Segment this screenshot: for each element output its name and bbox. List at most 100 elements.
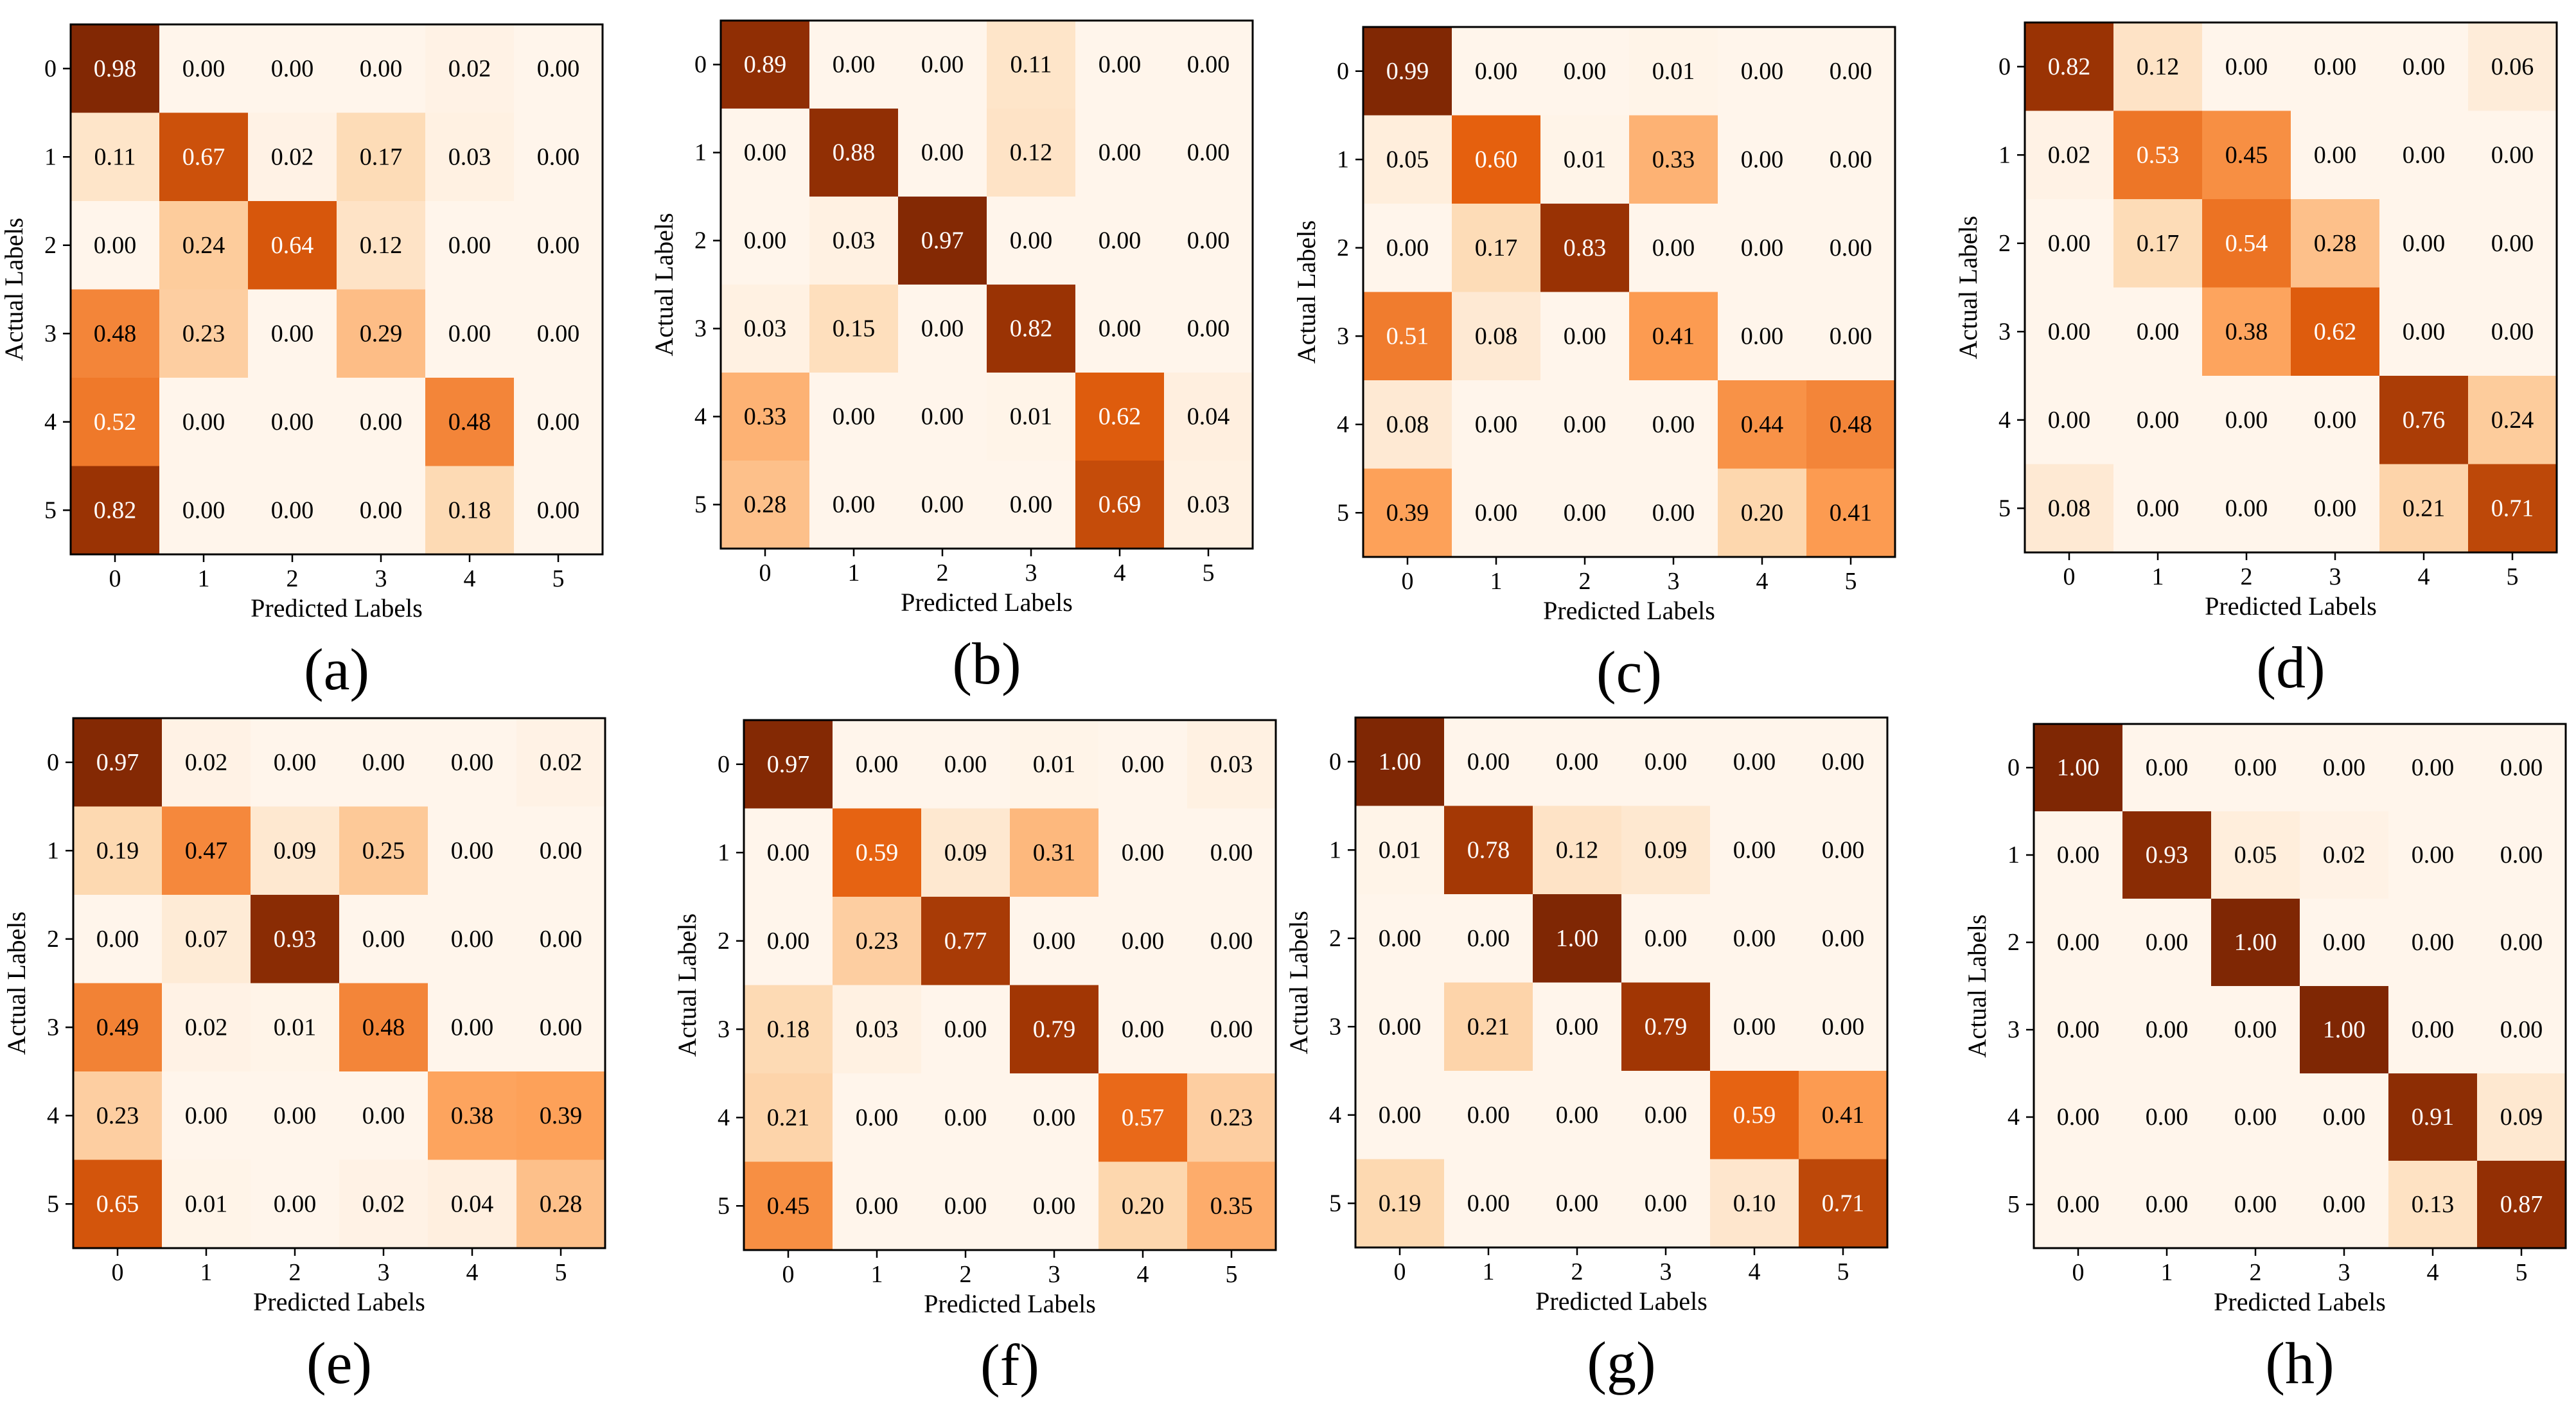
cell-value-label: 0.02 <box>362 1190 405 1217</box>
x-axis-label: Predicted Labels <box>2214 1287 2386 1316</box>
cell-value-label: 0.00 <box>2225 53 2268 80</box>
heatmap-cell <box>1718 115 1807 204</box>
heatmap-cell <box>2122 899 2212 987</box>
cell-value-label: 0.52 <box>94 409 137 436</box>
heatmap-cell <box>1621 718 1711 806</box>
panel-label: (g) <box>1587 1330 1655 1395</box>
panel-label: (c) <box>1596 639 1662 705</box>
cell-value-label: 0.00 <box>856 751 899 778</box>
cell-value-label: 0.00 <box>1210 928 1253 955</box>
y-tick-label: 5 <box>2007 1191 2020 1218</box>
y-axis-label: Actual Labels <box>1954 216 1982 359</box>
heatmap-cell <box>1187 985 1276 1074</box>
heatmap-cell <box>1355 806 1445 895</box>
x-tick-label: 1 <box>200 1259 213 1286</box>
heatmap-cell <box>2388 899 2478 987</box>
y-tick-label: 2 <box>47 926 59 953</box>
heatmap-cell <box>1799 982 1888 1071</box>
heatmap-cell <box>1799 718 1888 806</box>
y-tick-label: 1 <box>2007 841 2020 868</box>
heatmap-cell <box>2291 464 2380 553</box>
y-tick-label: 0 <box>694 51 707 78</box>
x-axis-label: Predicted Labels <box>2205 592 2377 621</box>
cell-value-label: 0.02 <box>448 55 491 82</box>
heatmap-cell <box>425 466 515 555</box>
cell-value-label: 0.00 <box>2234 1104 2277 1131</box>
cell-value-label: 0.83 <box>1564 234 1607 261</box>
cell-value-label: 0.00 <box>540 1014 583 1041</box>
cell-value-label: 0.00 <box>537 497 580 524</box>
x-tick-label: 4 <box>464 565 476 592</box>
cell-value-label: 0.00 <box>1379 925 1422 952</box>
cell-value-label: 0.53 <box>2137 141 2180 168</box>
heatmap-cell <box>2211 1161 2300 1249</box>
heatmap-cell <box>2202 22 2291 111</box>
heatmap-cell <box>159 378 249 466</box>
heatmap-cell <box>2211 986 2300 1074</box>
heatmap-cell <box>73 1159 163 1249</box>
heatmap-cell <box>73 806 163 895</box>
cell-value-label: 0.03 <box>856 1016 899 1043</box>
y-tick-label: 5 <box>1337 499 1349 526</box>
heatmap-cell <box>1799 894 1888 983</box>
heatmap-cell <box>2477 899 2566 987</box>
cell-value-label: 0.00 <box>1556 748 1599 775</box>
panel-label: (d) <box>2256 635 2325 700</box>
heatmap-cell <box>251 983 340 1072</box>
cell-value-label: 0.82 <box>94 497 137 524</box>
heatmap-cell <box>721 109 810 197</box>
cell-value-label: 0.21 <box>1467 1013 1510 1040</box>
cell-value-label: 0.00 <box>744 227 787 254</box>
heatmap-cell <box>1806 468 1896 558</box>
heatmap-cell <box>71 289 160 378</box>
x-tick-label: 2 <box>2241 563 2253 590</box>
cell-value-label: 0.01 <box>1033 751 1076 778</box>
heatmap-cell <box>428 1071 517 1160</box>
heatmap-cell <box>1629 115 1718 204</box>
heatmap-cell <box>514 24 603 113</box>
heatmap-cell <box>248 24 337 113</box>
cell-value-label: 0.51 <box>1386 322 1429 349</box>
heatmap-cell <box>339 983 428 1072</box>
cell-value-label: 0.18 <box>767 1016 810 1043</box>
heatmap-cell <box>1355 894 1445 983</box>
y-tick-label: 1 <box>47 837 59 864</box>
cell-value-label: 0.00 <box>537 143 580 170</box>
heatmap-cell <box>2291 199 2380 288</box>
heatmap-cell <box>2034 986 2123 1074</box>
heatmap-cell <box>1718 204 1807 292</box>
cell-value-label: 0.97 <box>96 749 139 776</box>
heatmap-cell <box>1806 292 1896 381</box>
heatmap-cell <box>337 378 426 466</box>
heatmap-cell <box>987 461 1076 549</box>
y-tick-label: 5 <box>47 1190 59 1217</box>
y-tick-label: 1 <box>1329 836 1341 863</box>
heatmap-cell <box>1098 897 1188 985</box>
panel-label: (f) <box>980 1332 1039 1398</box>
y-tick-label: 0 <box>2007 754 2020 781</box>
heatmap-cell <box>2379 464 2469 553</box>
cell-value-label: 0.00 <box>1733 925 1776 952</box>
cell-value-label: 0.00 <box>2137 407 2180 434</box>
cell-value-label: 0.00 <box>182 409 225 436</box>
heatmap-frame <box>2033 723 2567 1249</box>
y-tick-label: 2 <box>1337 234 1349 261</box>
heatmap-cell <box>2477 1161 2566 1249</box>
heatmap-cell <box>2300 811 2389 899</box>
heatmap-cell <box>1355 982 1445 1071</box>
cell-value-label: 0.38 <box>2225 318 2268 345</box>
x-tick-label: 5 <box>2516 1259 2528 1286</box>
x-axis-label: Predicted Labels <box>924 1289 1096 1318</box>
heatmap-cell <box>1075 285 1165 373</box>
heatmap-cell <box>2025 22 2114 111</box>
cell-value-label: 0.00 <box>767 928 810 955</box>
heatmap-cell <box>898 285 987 373</box>
heatmap-cell <box>1629 292 1718 381</box>
cell-value-label: 0.00 <box>2314 495 2357 522</box>
cell-value-label: 0.03 <box>448 143 491 170</box>
cell-value-label: 0.00 <box>1822 748 1865 775</box>
heatmap-cell <box>1010 720 1099 809</box>
heatmap-cell <box>1718 27 1807 116</box>
heatmap-cell <box>1629 380 1718 469</box>
heatmap-cell <box>2113 110 2203 200</box>
